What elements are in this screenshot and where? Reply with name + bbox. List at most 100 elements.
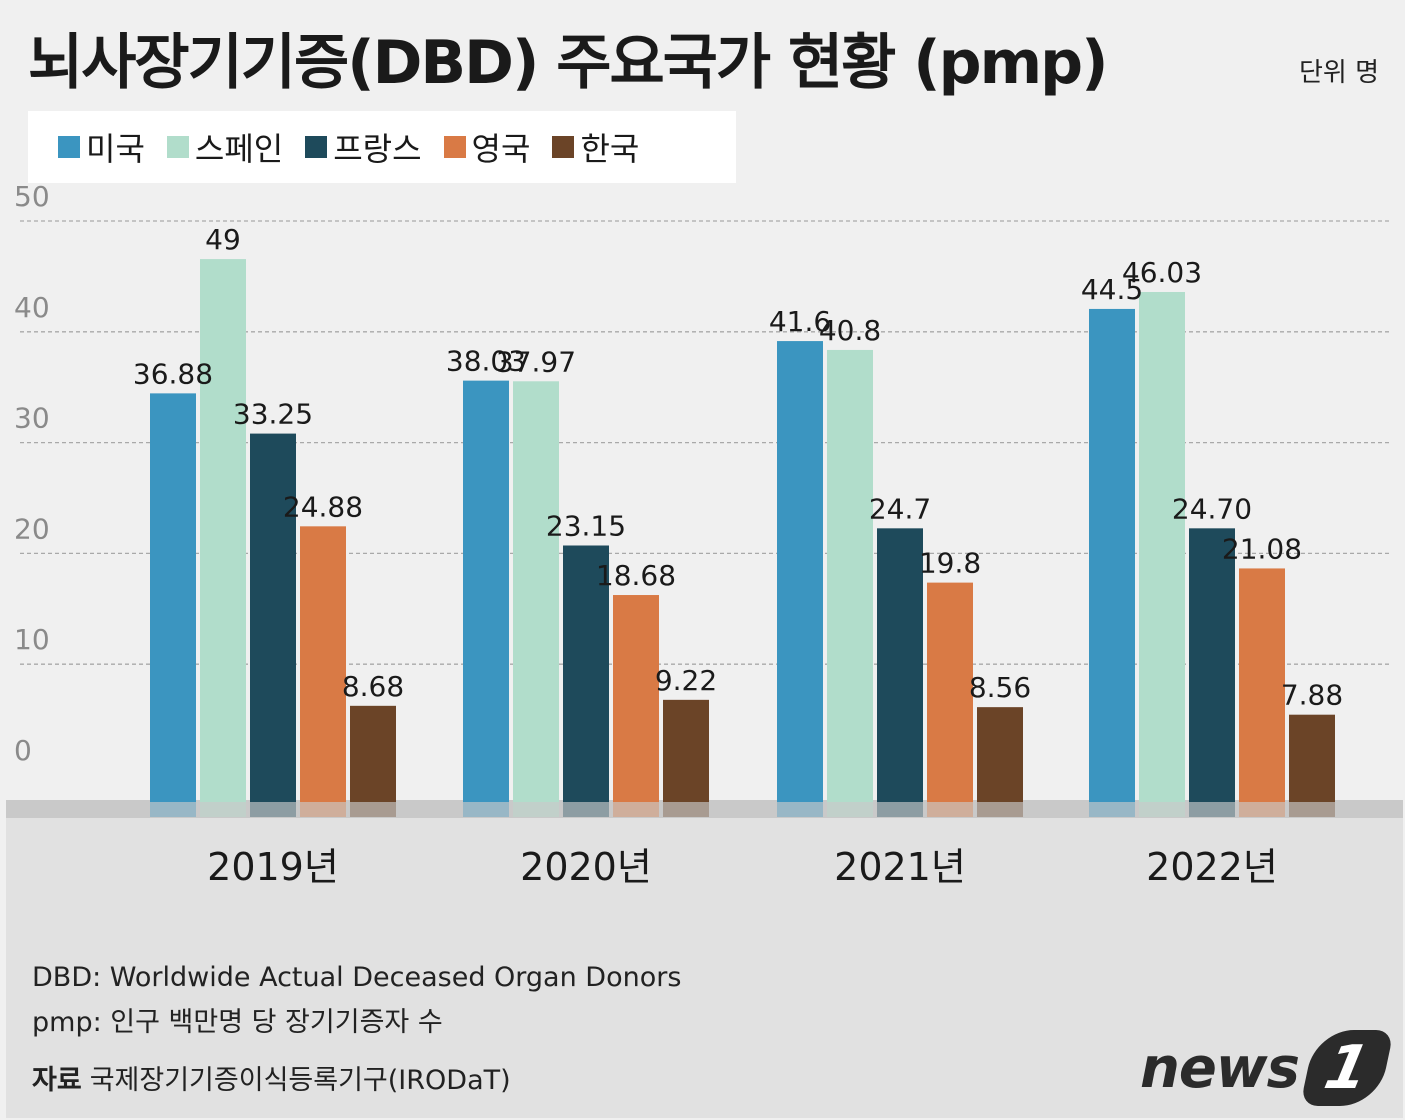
bar-shadow-2-3 — [927, 802, 973, 817]
bar-shadow-2-1 — [827, 802, 873, 817]
news1-logo: news 1 — [1140, 1028, 1395, 1110]
bar-3-0 — [1089, 308, 1135, 802]
bar-shadow-3-1 — [1139, 802, 1185, 817]
data-label-0-2: 33.25 — [233, 398, 313, 431]
data-label-0-0: 36.88 — [133, 357, 213, 390]
bar-2-4 — [977, 707, 1023, 802]
bar-2-1 — [827, 349, 873, 802]
data-label-3-3: 21.08 — [1222, 532, 1302, 565]
bar-1-0 — [463, 380, 509, 802]
data-label-0-4: 8.68 — [342, 670, 404, 703]
bar-layer — [150, 259, 1335, 817]
source-text: 국제장기기증이식등록기구(IRODaT) — [89, 1065, 511, 1096]
bar-shadow-0-2 — [250, 802, 296, 817]
bar-shadow-3-4 — [1289, 802, 1335, 817]
data-label-2-0: 41.6 — [769, 305, 831, 338]
y-tick-50: 50 — [14, 180, 50, 213]
x-category-2: 2021년 — [834, 845, 966, 889]
logo-mark: 1 — [1299, 1030, 1395, 1106]
chart-title: 뇌사장기기증(DBD) 주요국가 현황 (pmp) — [28, 28, 1109, 98]
data-label-0-3: 24.88 — [283, 490, 363, 523]
bar-shadow-3-2 — [1189, 802, 1235, 817]
legend-swatch-usa — [58, 136, 80, 158]
data-label-1-1: 37.97 — [496, 345, 576, 378]
legend-item-usa: 미국 — [58, 124, 145, 170]
bar-shadow-1-3 — [613, 802, 659, 817]
data-label-1-2: 23.15 — [546, 509, 626, 542]
y-tick-40: 40 — [14, 291, 50, 324]
y-tick-10: 10 — [14, 623, 50, 656]
bar-2-0 — [777, 341, 823, 802]
bar-shadow-0-0 — [150, 802, 196, 817]
bar-1-3 — [613, 595, 659, 802]
legend-label-korea: 한국 — [580, 130, 640, 168]
bar-0-3 — [300, 526, 346, 802]
bar-shadow-0-3 — [300, 802, 346, 817]
bar-1-4 — [663, 699, 709, 802]
source-line: 자료 국제장기기증이식등록기구(IRODaT) — [32, 1058, 511, 1097]
bar-2-2 — [877, 528, 923, 802]
logo-text: news — [1140, 1036, 1300, 1101]
baseline-strip — [6, 800, 1403, 818]
bar-shadow-0-1 — [200, 802, 246, 817]
bar-3-1 — [1139, 291, 1185, 802]
y-tick-30: 30 — [14, 402, 50, 435]
bar-shadow-2-0 — [777, 802, 823, 817]
x-category-3: 2022년 — [1146, 845, 1278, 889]
legend-label-usa: 미국 — [86, 130, 145, 168]
bar-shadow-3-3 — [1239, 802, 1285, 817]
bar-0-4 — [350, 705, 396, 802]
data-label-1-0: 38.03 — [446, 345, 526, 378]
bar-shadow-0-4 — [350, 802, 396, 817]
bar-1-1 — [513, 381, 559, 802]
bar-3-4 — [1289, 714, 1335, 802]
bar-shadow-1-2 — [563, 802, 609, 817]
legend-label-uk: 영국 — [471, 130, 531, 168]
unit-label: 단위 명 — [1298, 58, 1379, 88]
y-tick-0: 0 — [14, 734, 32, 767]
data-label-3-2: 24.70 — [1172, 492, 1252, 525]
legend: 미국 스페인 프랑스 영국 한국 — [28, 111, 736, 183]
x-category-0: 2019년 — [207, 845, 339, 889]
note-pmp: pmp: 인구 백만명 당 장기기증자 수 — [32, 1007, 443, 1038]
footer-panel — [6, 818, 1403, 1118]
bar-3-3 — [1239, 568, 1285, 802]
data-label-3-4: 7.88 — [1281, 679, 1343, 712]
bar-2-3 — [927, 582, 973, 802]
bar-shadow-3-0 — [1089, 802, 1135, 817]
legend-swatch-france — [305, 136, 328, 158]
legend-label-france: 프랑스 — [333, 130, 422, 168]
legend-swatch-uk — [443, 136, 466, 158]
bar-0-0 — [150, 393, 196, 802]
data-label-3-0: 44.5 — [1081, 273, 1143, 306]
bar-shadow-1-1 — [513, 802, 559, 817]
legend-swatch-spain — [166, 136, 189, 158]
source-head: 자료 — [32, 1065, 82, 1096]
bar-shadow-1-4 — [663, 802, 709, 817]
data-label-3-1: 46.03 — [1122, 256, 1202, 289]
y-tick-20: 20 — [14, 512, 50, 545]
legend-item-france: 프랑스 — [305, 124, 422, 170]
data-label-1-3: 18.68 — [596, 559, 676, 592]
data-label-2-3: 19.8 — [919, 547, 981, 580]
data-label-2-2: 24.7 — [869, 492, 931, 525]
bar-shadow-1-0 — [463, 802, 509, 817]
data-label-1-4: 9.22 — [655, 664, 717, 697]
data-label-0-1: 49 — [205, 223, 241, 256]
bar-0-1 — [200, 259, 246, 803]
bar-1-2 — [563, 545, 609, 802]
note-dbd: DBD: Worldwide Actual Deceased Organ Don… — [32, 962, 682, 993]
legend-item-spain: 스페인 — [166, 124, 284, 170]
bar-shadow-2-4 — [977, 802, 1023, 817]
bar-3-2 — [1189, 528, 1235, 802]
legend-label-spain: 스페인 — [194, 130, 284, 168]
bar-shadow-2-2 — [877, 802, 923, 817]
legend-item-korea: 한국 — [552, 124, 639, 170]
bar-chart: 0 10 20 30 40 50 36.88 49 33.25 24.88 8.68 2019년 38… — [6, 180, 1403, 889]
x-category-1: 2020년 — [520, 845, 652, 889]
legend-swatch-korea — [552, 136, 575, 158]
legend-item-uk: 영국 — [443, 124, 531, 170]
data-label-2-1: 40.8 — [819, 314, 881, 347]
